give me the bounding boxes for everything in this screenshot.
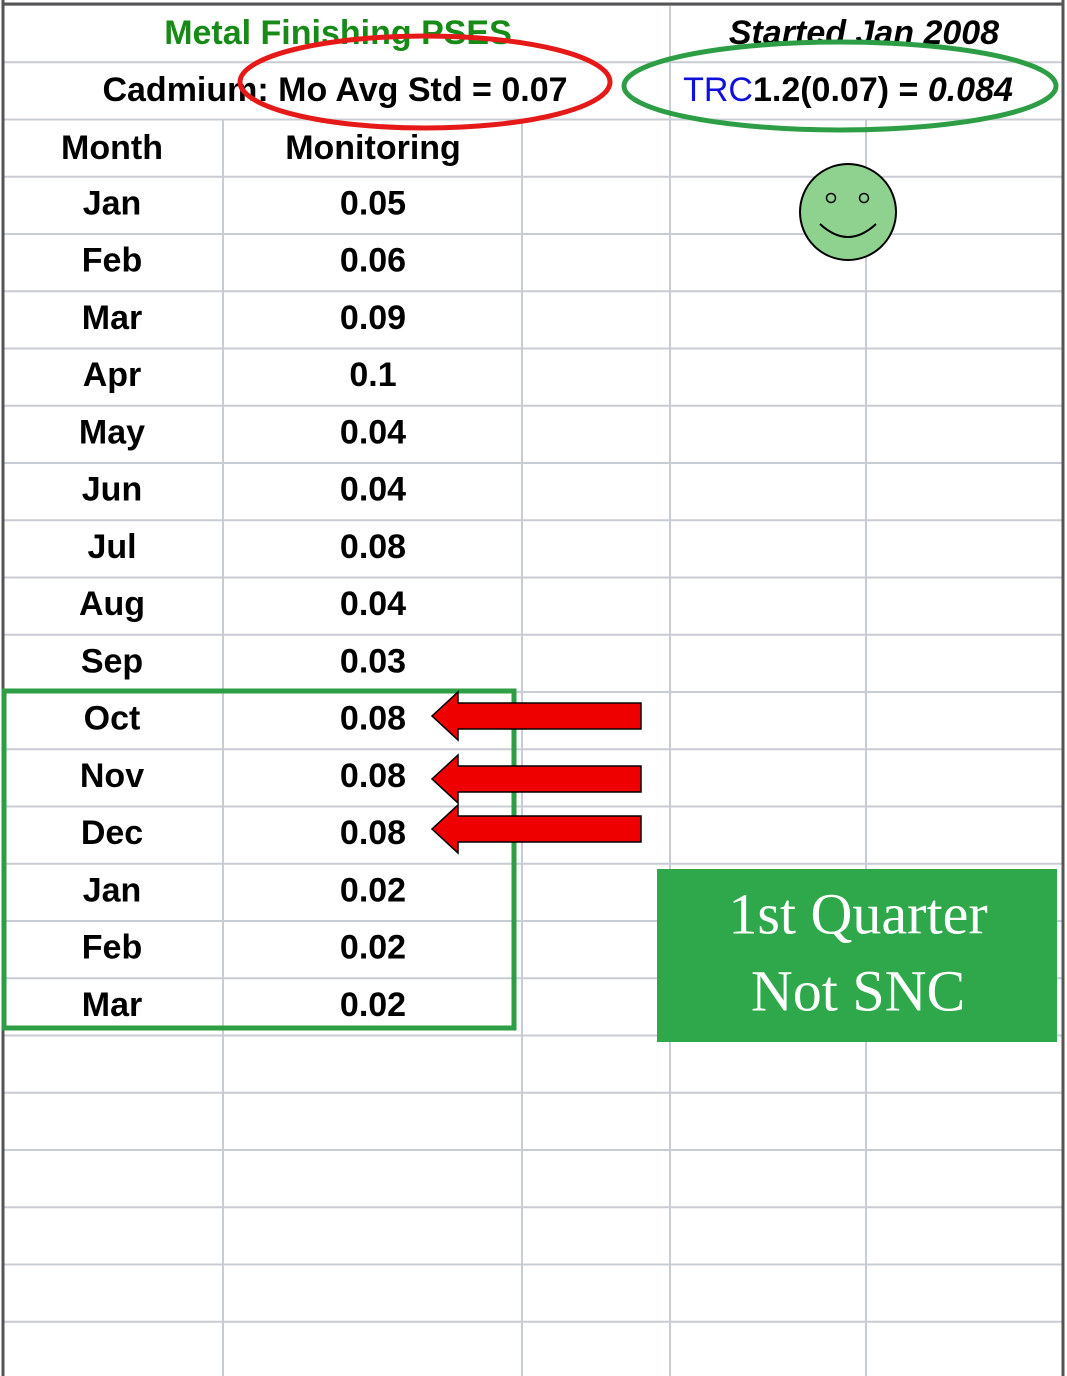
value-cell: 0.04 <box>340 471 406 509</box>
formula-code: TRC <box>683 71 753 109</box>
smiley-face <box>799 163 897 261</box>
month-cell: Mar <box>82 299 142 337</box>
month-cell: Sep <box>81 642 143 680</box>
arrow <box>430 803 642 855</box>
smiley <box>799 163 897 261</box>
value-cell: 0.08 <box>340 814 406 852</box>
standard: Cadmium: Mo Avg Std = 0.07 <box>102 71 567 109</box>
value-cell: 0.04 <box>340 413 406 451</box>
highlight-ellipse <box>237 33 613 131</box>
month-cell: Oct <box>84 700 141 738</box>
value-cell: 0.08 <box>340 700 406 738</box>
value-cell: 0.1 <box>349 356 396 394</box>
month-cell: Jan <box>83 184 142 222</box>
value-cell: 0.03 <box>340 642 406 680</box>
value-cell: 0.06 <box>340 242 406 280</box>
smiley-eye <box>858 192 870 204</box>
callout-line: 1st Quarter <box>728 881 987 946</box>
formula: TRC1.2(0.07) = 0.084 <box>683 71 1013 109</box>
value-cell: 0.02 <box>340 986 406 1024</box>
title: Metal Finishing PSES <box>164 14 512 52</box>
formula-expression: 1.2(0.07) = <box>753 71 928 109</box>
highlight-box <box>1 688 517 1031</box>
smiley-eye <box>825 192 837 204</box>
column-header: Month <box>61 129 163 167</box>
month-cell: Jul <box>87 528 136 566</box>
month-cell: Mar <box>82 986 142 1024</box>
value-cell: 0.08 <box>340 757 406 795</box>
value-cell: 0.08 <box>340 528 406 566</box>
arrows <box>430 690 642 855</box>
month-cell: Apr <box>83 356 142 394</box>
arrow <box>430 690 642 742</box>
callout-box <box>657 869 1057 1042</box>
month-cell: Feb <box>82 242 142 280</box>
column-header: Monitoring <box>285 129 461 167</box>
formula-result: 0.084 <box>928 71 1013 109</box>
month-cell: Jun <box>82 471 142 509</box>
month-cell: Dec <box>81 814 143 852</box>
smiley-mouth <box>819 223 877 238</box>
month-cell: Nov <box>80 757 144 795</box>
callout-line: Not SNC <box>751 958 965 1023</box>
value-cell: 0.05 <box>340 184 406 222</box>
month-cell: Feb <box>82 929 142 967</box>
month-cell: Aug <box>79 585 145 623</box>
month-cell: May <box>79 413 145 451</box>
month-cell: Jan <box>83 871 142 909</box>
value-cell: 0.02 <box>340 929 406 967</box>
arrow <box>430 753 642 805</box>
value-cell: 0.09 <box>340 299 406 337</box>
value-cell: 0.04 <box>340 585 406 623</box>
highlight-ellipse <box>621 39 1059 133</box>
rows: Jan 0.05 Feb 0.06 Mar 0.09 Apr 0.1 May 0.04 Jun 0.0… <box>79 184 406 1024</box>
value-cell: 0.02 <box>340 871 406 909</box>
